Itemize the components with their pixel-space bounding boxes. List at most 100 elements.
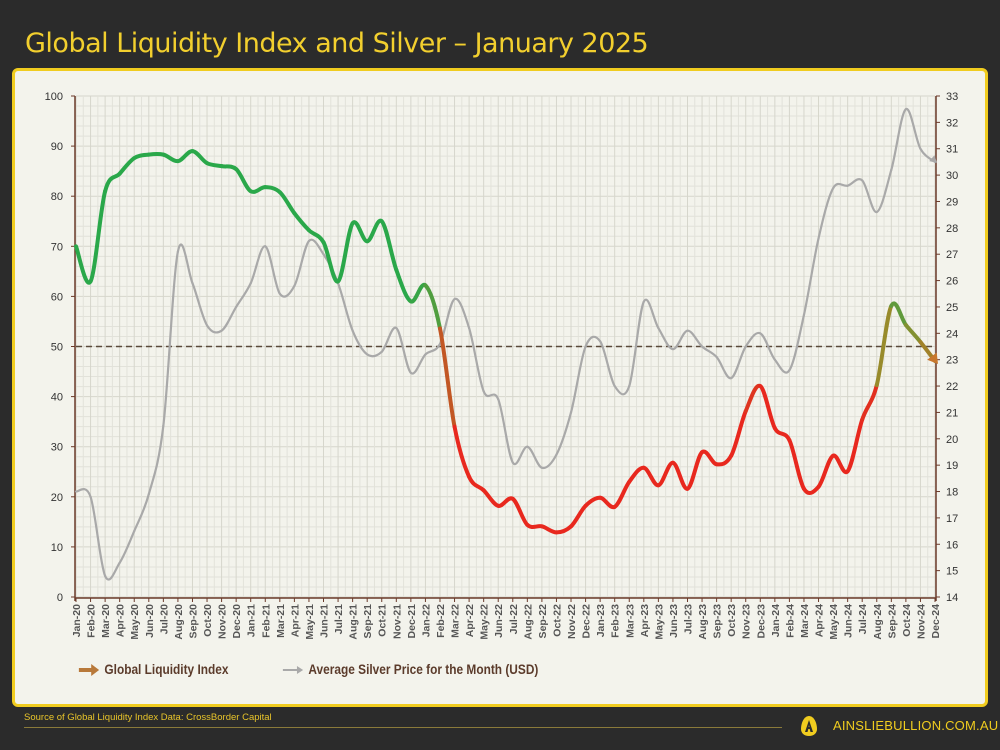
gli-line-segment [612, 479, 632, 509]
silver-line-segment [890, 108, 907, 171]
gli-line-segment [452, 424, 472, 479]
gli-line-segment [787, 438, 806, 491]
x-tick-label: Aug-24 [872, 604, 884, 640]
legend-item-gli: Global Liquidity Index [78, 662, 228, 677]
silver-arrowhead [929, 155, 937, 163]
legend-label: Global Liquidity Index [104, 662, 229, 677]
silver-line-segment [642, 298, 660, 330]
x-tick-label: Nov-21 [391, 604, 403, 639]
gli-line-segment [758, 384, 777, 431]
gli-line-segment [874, 303, 894, 388]
x-tick-label: May-20 [129, 604, 141, 640]
x-tick-label: Jan-20 [71, 604, 83, 637]
gli-series [74, 149, 937, 535]
gli-line-segment [423, 283, 442, 331]
x-tick-label: Feb-20 [86, 604, 98, 638]
x-tick-label: Dec-20 [231, 604, 243, 639]
gli-line-segment [146, 151, 166, 157]
silver-line-segment [278, 284, 296, 298]
gli-arrowhead [927, 352, 938, 365]
silver-line-segment [293, 239, 311, 287]
right-tick-label: 14 [946, 592, 958, 604]
x-tick-label: Jan-23 [595, 604, 607, 637]
silver-line-segment [526, 445, 543, 469]
x-tick-label: Aug-20 [173, 604, 185, 640]
right-tick-label: 32 [946, 117, 958, 129]
silver-line-segment [191, 282, 209, 327]
silver-line-segment [336, 282, 354, 332]
right-tick-label: 15 [946, 566, 958, 578]
x-tick-label: Sep-20 [187, 604, 199, 639]
right-tick-label: 31 [946, 144, 958, 156]
website-link[interactable]: AINSLIEBULLION.COM.AU [833, 718, 999, 733]
chart-title: Global Liquidity Index and Silver – Janu… [25, 28, 649, 59]
silver-line-segment [468, 326, 485, 393]
x-tick-label: May-24 [828, 604, 840, 640]
silver-line-segment [671, 329, 689, 351]
gli-line-segment [306, 228, 326, 245]
silver-line-segment [773, 358, 791, 374]
silver-line-segment [817, 187, 835, 240]
silver-line-segment [788, 313, 806, 372]
silver-line-segment [264, 245, 281, 295]
silver-line-segment [176, 243, 194, 285]
right-tick-label: 24 [946, 328, 958, 340]
x-tick-label: Mar-21 [275, 604, 287, 638]
right-tick-label: 21 [946, 407, 958, 419]
x-tick-label: Mar-24 [799, 604, 811, 638]
silver-line-segment [118, 529, 136, 564]
left-tick-label: 0 [57, 592, 63, 604]
right-tick-label: 25 [946, 302, 958, 314]
silver-line-segment [569, 345, 587, 414]
silver-line-segment [453, 297, 471, 330]
silver-line-segment [831, 182, 849, 190]
x-tick-label: Aug-23 [697, 604, 709, 640]
silver-line-segment [744, 331, 762, 348]
silver-series [74, 108, 937, 581]
right-tick-label: 26 [946, 276, 958, 288]
silver-line-segment [133, 493, 150, 533]
left-tick-label: 90 [51, 141, 63, 153]
x-tick-label: Dec-21 [406, 604, 418, 639]
silver-line-segment [686, 329, 704, 348]
x-tick-label: Jan-22 [420, 604, 432, 637]
silver-line-segment [220, 305, 238, 332]
gli-line-segment [889, 301, 908, 327]
right-tick-label: 29 [946, 196, 958, 208]
silver-line-segment [147, 424, 165, 496]
x-tick-label: May-21 [304, 604, 316, 640]
gli-line-segment [845, 417, 865, 474]
arrow-right-icon [282, 665, 304, 674]
x-tick-label: Jul-20 [158, 604, 170, 635]
x-tick-label: Mar-22 [450, 604, 462, 638]
gli-line-segment [437, 326, 457, 429]
x-tick-label: Jun-21 [319, 604, 331, 638]
x-tick-label: Nov-22 [566, 604, 578, 639]
x-tick-label: Mar-23 [624, 604, 636, 638]
silver-line-segment [395, 326, 412, 374]
x-tick-label: Dec-24 [930, 604, 942, 639]
x-tick-label: Sep-21 [362, 604, 374, 639]
x-tick-label: Feb-23 [610, 604, 622, 638]
x-tick-label: Feb-24 [784, 604, 796, 638]
x-tick-label: Jan-21 [246, 604, 258, 637]
silver-line-segment [904, 108, 922, 150]
silver-line-segment [497, 398, 514, 464]
silver-line-segment [205, 324, 223, 334]
silver-line-segment [74, 488, 92, 498]
x-tick-label: Feb-21 [260, 604, 272, 638]
x-tick-label: Oct-22 [551, 604, 563, 637]
x-tick-label: Jul-21 [333, 604, 345, 635]
x-tick-label: Oct-24 [901, 604, 913, 637]
silver-line-segment [846, 178, 864, 187]
right-tick-label: 33 [946, 91, 958, 103]
silver-line-segment [802, 237, 820, 316]
x-tick-label: Jul-24 [857, 604, 869, 635]
left-tick-label: 80 [51, 191, 63, 203]
silver-line-segment [657, 326, 675, 351]
x-tick-label: Apr-22 [464, 604, 476, 637]
silver-line-segment [351, 329, 369, 356]
left-tick-label: 30 [51, 442, 63, 454]
left-tick-label: 100 [45, 91, 63, 103]
x-tick-label: Apr-20 [115, 604, 127, 637]
